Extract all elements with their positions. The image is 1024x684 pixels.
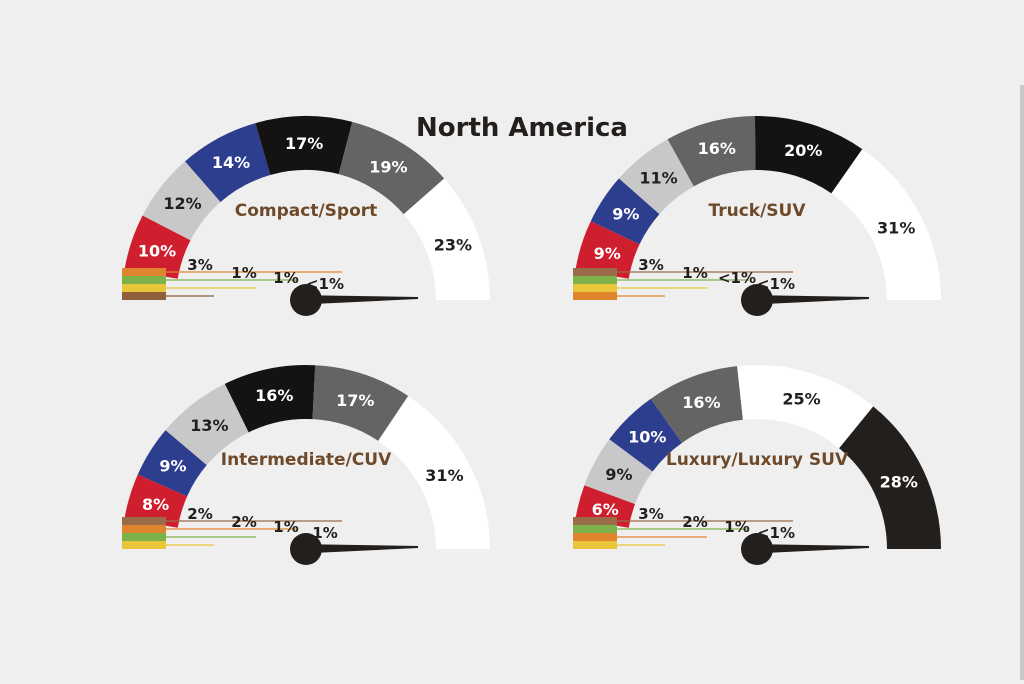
segment-label: 9% bbox=[594, 244, 621, 263]
gauge-segment bbox=[224, 365, 316, 433]
small-segment-strip bbox=[122, 525, 166, 533]
gauge-segment bbox=[831, 149, 941, 300]
gauge-needle-hub bbox=[741, 284, 773, 316]
small-segment-label: 3% bbox=[638, 505, 663, 523]
small-segment-strip bbox=[573, 284, 617, 292]
small-segment-strip bbox=[573, 541, 617, 549]
gauge-needle-hub bbox=[741, 533, 773, 565]
gauge-segment bbox=[137, 430, 207, 497]
gauge-needle bbox=[743, 295, 869, 305]
small-segment-strip bbox=[573, 268, 617, 276]
gauge-segment bbox=[609, 398, 682, 472]
segment-label: 20% bbox=[784, 141, 822, 160]
gauge-segment bbox=[618, 139, 694, 215]
segment-label: 11% bbox=[639, 169, 677, 188]
small-segment-label: <1% bbox=[718, 269, 756, 287]
small-segment-label: 1% bbox=[682, 264, 707, 282]
gauge-2: 8% 9% 13% 16% 17% 31% 2% 2% 1% 1% Intermediate/CUV bbox=[122, 365, 490, 565]
segment-label: 25% bbox=[782, 389, 820, 408]
segment-label: 9% bbox=[612, 205, 639, 224]
gauge-segment bbox=[650, 366, 743, 443]
gauge-needle-hub bbox=[290, 284, 322, 316]
small-segment-label: 1% bbox=[231, 264, 256, 282]
small-segment-strip bbox=[122, 517, 166, 525]
gauge-segment bbox=[575, 221, 640, 279]
segment-label: 16% bbox=[682, 393, 720, 412]
gauge-needle-hub bbox=[290, 533, 322, 565]
segment-label: 16% bbox=[698, 139, 736, 158]
segment-label: 28% bbox=[880, 473, 918, 492]
small-segment-label: 2% bbox=[187, 505, 212, 523]
small-segment-strip bbox=[573, 292, 617, 300]
gauge-segment bbox=[124, 474, 188, 528]
segment-label: 13% bbox=[190, 416, 228, 435]
segment-label: 17% bbox=[285, 134, 323, 153]
small-segment-strip bbox=[573, 533, 617, 541]
segment-label: 8% bbox=[142, 495, 169, 514]
gauge-segment bbox=[754, 116, 863, 194]
small-segment-strip bbox=[122, 292, 166, 300]
gauge-segment bbox=[584, 439, 653, 504]
right-edge-divider bbox=[1020, 85, 1024, 680]
gauge-needle bbox=[292, 544, 418, 554]
segment-label: 9% bbox=[605, 465, 632, 484]
segment-label: 12% bbox=[163, 194, 201, 213]
small-segment-strip bbox=[122, 541, 166, 549]
segment-label: 16% bbox=[255, 386, 293, 405]
segment-label: 31% bbox=[877, 218, 915, 237]
small-segment-label: 1% bbox=[273, 269, 298, 287]
small-segment-label: 3% bbox=[638, 256, 663, 274]
segment-label: 14% bbox=[212, 153, 250, 172]
segment-label: 10% bbox=[138, 242, 176, 261]
segment-label: 19% bbox=[369, 157, 407, 176]
segment-label: 6% bbox=[592, 500, 619, 519]
gauge-segment bbox=[590, 178, 660, 245]
gauge-segment bbox=[312, 365, 409, 441]
gauge-segment bbox=[185, 123, 271, 203]
segment-label: 23% bbox=[434, 236, 472, 255]
gauge-0: 10%12%14%17%19%23%3% 1% 1% <1%Compact/Sport bbox=[122, 115, 490, 316]
gauge-segment bbox=[165, 383, 249, 466]
small-segment-label: 1% bbox=[724, 518, 749, 536]
small-segment-label: 2% bbox=[231, 513, 256, 531]
gauge-3: 6%9%10%16% 25%28%3% 2% 1% <1%Luxury/Luxury S… bbox=[573, 365, 941, 565]
small-segment-strip bbox=[122, 268, 166, 276]
gauge-segment bbox=[142, 161, 221, 241]
gauge-segment bbox=[378, 395, 490, 549]
small-segment-strip bbox=[122, 533, 166, 541]
gauge-segment bbox=[255, 115, 353, 176]
small-segment-label: 3% bbox=[187, 256, 212, 274]
gauge-segment bbox=[839, 406, 941, 549]
gauge-segment bbox=[403, 178, 490, 300]
segment-label: 31% bbox=[425, 466, 463, 485]
gauge-segment bbox=[338, 121, 445, 215]
small-segment-strip bbox=[573, 525, 617, 533]
gauge-segment bbox=[737, 365, 874, 449]
chart-main-title: North America bbox=[416, 113, 628, 143]
gauge-needle bbox=[743, 544, 869, 554]
segment-label: 10% bbox=[628, 428, 666, 447]
gauge-segment bbox=[124, 215, 191, 279]
gauge-1: 9%9%11%16% 20%31%3% 1% <1% <1%Truck/SUV bbox=[573, 116, 941, 316]
gauge-needle bbox=[292, 295, 418, 305]
small-segment-label: 2% bbox=[682, 513, 707, 531]
gauge-title: Truck/SUV bbox=[708, 201, 806, 221]
gauge-title: Luxury/Luxury SUV bbox=[666, 450, 849, 470]
small-segment-label: 1% bbox=[312, 524, 337, 542]
small-segment-strip bbox=[122, 284, 166, 292]
segment-label: 17% bbox=[336, 391, 374, 410]
gauge-title: Intermediate/CUV bbox=[221, 450, 392, 470]
small-segment-strip bbox=[122, 276, 166, 284]
gauge-segment bbox=[667, 116, 756, 187]
small-segment-strip bbox=[573, 276, 617, 284]
gauge-title: Compact/Sport bbox=[235, 201, 378, 221]
segment-label: 9% bbox=[159, 457, 186, 476]
small-segment-strip bbox=[573, 517, 617, 525]
small-segment-label: 1% bbox=[273, 518, 298, 536]
